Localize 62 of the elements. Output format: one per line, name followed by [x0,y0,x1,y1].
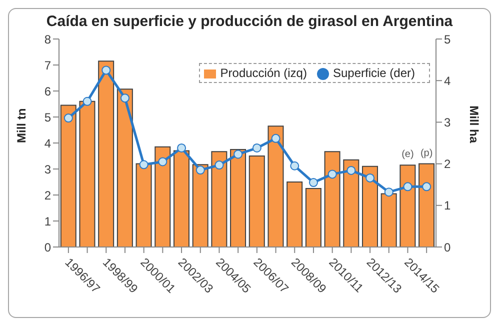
point [271,134,280,143]
y-tick-label: 8 [44,32,52,46]
point [422,182,432,192]
y2-axis-title: Mill ha [466,106,481,144]
legend-label: Producción (izq) [220,66,307,80]
point [403,182,412,192]
legend-label: Superficie (der) [332,66,415,80]
y2-tick-label: 1 [444,198,451,213]
bar [116,88,133,247]
bar [324,151,340,247]
y2-tick-label: 4 [444,74,451,88]
point [177,143,186,152]
bar [60,104,76,247]
bar [79,100,96,247]
point [384,188,394,197]
chart-title: Caída en superficie y producción de girasol en Argentina [45,13,454,32]
point [158,157,168,166]
y-tick-label: 4 [44,136,52,150]
point [82,96,92,106]
bar [362,166,378,247]
point [328,170,337,179]
bar [380,193,397,247]
y-tick-label: 0 [44,240,52,254]
y-tick-label: 6 [44,84,52,98]
bar [286,182,303,247]
point [308,178,318,188]
point [139,160,148,170]
point [214,160,224,170]
bar [192,164,208,247]
bar [418,163,435,247]
bar [305,188,322,247]
y-tick-label: 1 [44,214,52,228]
y-tick-label: 7 [44,58,52,72]
point [252,143,262,152]
point [102,66,111,75]
bar [268,126,284,247]
point [290,161,300,170]
point [346,166,356,175]
y-tick-label: 3 [44,162,52,176]
y-tick-label: 5 [44,110,52,124]
bar [343,159,360,247]
y2-tick-label: 0 [444,240,451,254]
point [196,166,205,175]
bar [173,150,190,247]
bar [154,146,171,247]
annotation: (p) [420,148,433,159]
bar [136,163,152,247]
bar [211,151,228,247]
y2-tick-label: 2 [444,157,451,172]
bar [400,164,416,247]
point [120,94,130,103]
point [234,150,243,159]
point [64,114,73,123]
bar [230,149,246,247]
bar [248,156,265,247]
point [366,173,375,182]
y2-tick-label: 5 [444,32,451,46]
annotation: (e) [402,149,414,160]
bar [98,60,114,247]
y2-tick-label: 3 [444,115,451,130]
y-axis-title: Mill tn [14,108,28,143]
y-tick-label: 2 [44,188,52,202]
